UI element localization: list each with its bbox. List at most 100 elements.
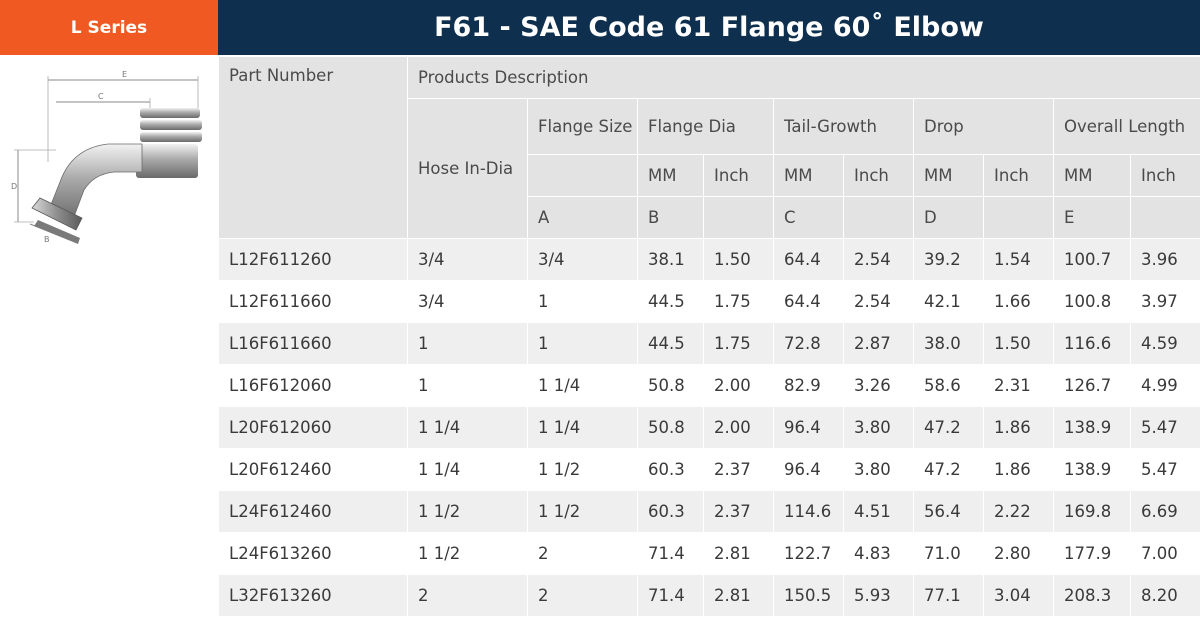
part-number-cell: L12F611660 xyxy=(218,280,408,323)
drop-inch-cell: 1.54 xyxy=(983,238,1054,281)
flange-dia-inch-cell: 1.75 xyxy=(703,280,774,323)
hose-header: Hose In-Dia xyxy=(407,98,528,239)
table-row: L24F612460 1 1/2 1 1/2 60.3 2.37 114.6 4.51 56.… xyxy=(218,490,1200,533)
flange-dia-header: Flange Dia xyxy=(637,98,774,155)
overall-length-mm-cell: 126.7 xyxy=(1053,364,1131,407)
table-row: L20F612460 1 1/4 1 1/2 60.3 2.37 96.4 3.80 47.2… xyxy=(218,448,1200,491)
tail-growth-inch-cell: 4.83 xyxy=(843,532,914,575)
unit-mm: MM xyxy=(913,154,984,197)
table-row: L16F611660 1 1 44.5 1.75 72.8 2.87 38.0 1.50 116.… xyxy=(218,322,1200,365)
flange-dia-inch-cell: 2.81 xyxy=(703,574,774,617)
flange-size-cell: 2 xyxy=(527,574,638,617)
drop-mm-cell: 42.1 xyxy=(913,280,984,323)
tail-growth-mm-cell: 96.4 xyxy=(773,448,844,491)
flange-size-cell: 1 xyxy=(527,280,638,323)
dim-label: E xyxy=(122,70,127,79)
overall-length-inch-cell: 5.47 xyxy=(1129,406,1200,449)
part-number-cell: L24F612460 xyxy=(218,490,408,533)
flange-dia-inch-cell: 1.50 xyxy=(703,238,774,281)
drop-mm-cell: 71.0 xyxy=(913,532,984,575)
empty-header-cell xyxy=(703,196,774,239)
overall-length-mm-cell: 169.8 xyxy=(1053,490,1131,533)
tail-growth-mm-cell: 82.9 xyxy=(773,364,844,407)
flange-dia-inch-cell: 2.81 xyxy=(703,532,774,575)
overall-length-inch-cell: 4.99 xyxy=(1129,364,1200,407)
flange-dia-mm-cell: 44.5 xyxy=(637,322,704,365)
overall-length-mm-cell: 138.9 xyxy=(1053,448,1131,491)
flange-size-cell: 2 xyxy=(527,532,638,575)
overall-length-inch-cell: 5.47 xyxy=(1129,448,1200,491)
overall-length-mm-cell: 100.7 xyxy=(1053,238,1131,281)
flange-dia-mm-cell: 50.8 xyxy=(637,406,704,449)
hose-cell: 1 1/2 xyxy=(407,490,528,533)
dim-label: B xyxy=(44,235,50,244)
flange-dia-mm-cell: 60.3 xyxy=(637,490,704,533)
overall-length-inch-cell: 3.96 xyxy=(1129,238,1200,281)
tail-growth-inch-cell: 4.51 xyxy=(843,490,914,533)
tail-growth-mm-cell: 64.4 xyxy=(773,280,844,323)
flange-dia-inch-cell: 2.37 xyxy=(703,448,774,491)
table-row: L32F613260 2 2 71.4 2.81 150.5 5.93 77.1 3.04 208… xyxy=(218,574,1200,617)
flange-dia-mm-cell: 60.3 xyxy=(637,448,704,491)
part-number-cell: L24F613260 xyxy=(218,532,408,575)
tail-growth-inch-cell: 3.26 xyxy=(843,364,914,407)
hose-cell: 3/4 xyxy=(407,280,528,323)
dim-letter: A xyxy=(527,196,638,239)
drop-inch-cell: 1.86 xyxy=(983,406,1054,449)
drop-inch-cell: 1.66 xyxy=(983,280,1054,323)
hose-cell: 1 xyxy=(407,364,528,407)
hose-cell: 3/4 xyxy=(407,238,528,281)
part-number-cell: L12F611260 xyxy=(218,238,408,281)
overall-length-inch-cell: 4.59 xyxy=(1129,322,1200,365)
flange-dia-mm-cell: 44.5 xyxy=(637,280,704,323)
empty-header-cell xyxy=(843,196,914,239)
dim-letter: C xyxy=(773,196,844,239)
spec-table: Part Number Products Description Hose In… xyxy=(218,56,1200,617)
drop-mm-cell: 47.2 xyxy=(913,448,984,491)
part-number-header: Part Number xyxy=(218,56,408,239)
flange-dia-mm-cell: 50.8 xyxy=(637,364,704,407)
flange-size-header: Flange Size xyxy=(527,98,638,155)
unit-inch: Inch xyxy=(1129,154,1200,197)
fitting-diagram: E C D B xyxy=(11,70,202,244)
series-badge: L Series xyxy=(0,0,218,55)
drop-inch-cell: 1.50 xyxy=(983,322,1054,365)
dim-label: D xyxy=(11,182,17,191)
tail-growth-inch-cell: 5.93 xyxy=(843,574,914,617)
unit-mm: MM xyxy=(773,154,844,197)
dim-letter: D xyxy=(913,196,984,239)
dim-letter: E xyxy=(1053,196,1131,239)
drop-mm-cell: 77.1 xyxy=(913,574,984,617)
flange-dia-mm-cell: 71.4 xyxy=(637,532,704,575)
overall-length-inch-cell: 6.69 xyxy=(1129,490,1200,533)
table-row: L20F612060 1 1/4 1 1/4 50.8 2.00 96.4 3.80 47.2… xyxy=(218,406,1200,449)
dim-label: C xyxy=(98,92,104,101)
unit-inch: Inch xyxy=(843,154,914,197)
flange-dia-mm-cell: 71.4 xyxy=(637,574,704,617)
tail-growth-mm-cell: 122.7 xyxy=(773,532,844,575)
overall-length-mm-cell: 208.3 xyxy=(1053,574,1131,617)
overall-length-header: Overall Length xyxy=(1052,98,1200,155)
part-number-cell: L20F612460 xyxy=(218,448,408,491)
flange-dia-inch-cell: 2.37 xyxy=(703,490,774,533)
flange-dia-inch-cell: 1.75 xyxy=(703,322,774,365)
tail-growth-mm-cell: 150.5 xyxy=(773,574,844,617)
empty-header-cell xyxy=(983,196,1054,239)
part-number-cell: L16F611660 xyxy=(218,322,408,365)
table-row: L24F613260 1 1/2 2 71.4 2.81 122.7 4.83 71.0 2.8… xyxy=(218,532,1200,575)
flange-dia-inch-cell: 2.00 xyxy=(703,406,774,449)
drop-inch-cell: 2.31 xyxy=(983,364,1054,407)
unit-inch: Inch xyxy=(983,154,1054,197)
unit-inch: Inch xyxy=(703,154,774,197)
flange-size-cell: 1 1/2 xyxy=(527,448,638,491)
table-row: L12F611260 3/4 3/4 38.1 1.50 64.4 2.54 39.2 1.54… xyxy=(218,238,1200,281)
drop-inch-cell: 1.86 xyxy=(983,448,1054,491)
dim-letter: B xyxy=(637,196,704,239)
drop-header: Drop xyxy=(913,98,1054,155)
unit-mm: MM xyxy=(637,154,704,197)
flange-size-cell: 1 1/4 xyxy=(527,406,638,449)
unit-mm: MM xyxy=(1053,154,1131,197)
overall-length-mm-cell: 138.9 xyxy=(1053,406,1131,449)
hose-cell: 1 1/4 xyxy=(407,448,528,491)
drop-inch-cell: 3.04 xyxy=(983,574,1054,617)
